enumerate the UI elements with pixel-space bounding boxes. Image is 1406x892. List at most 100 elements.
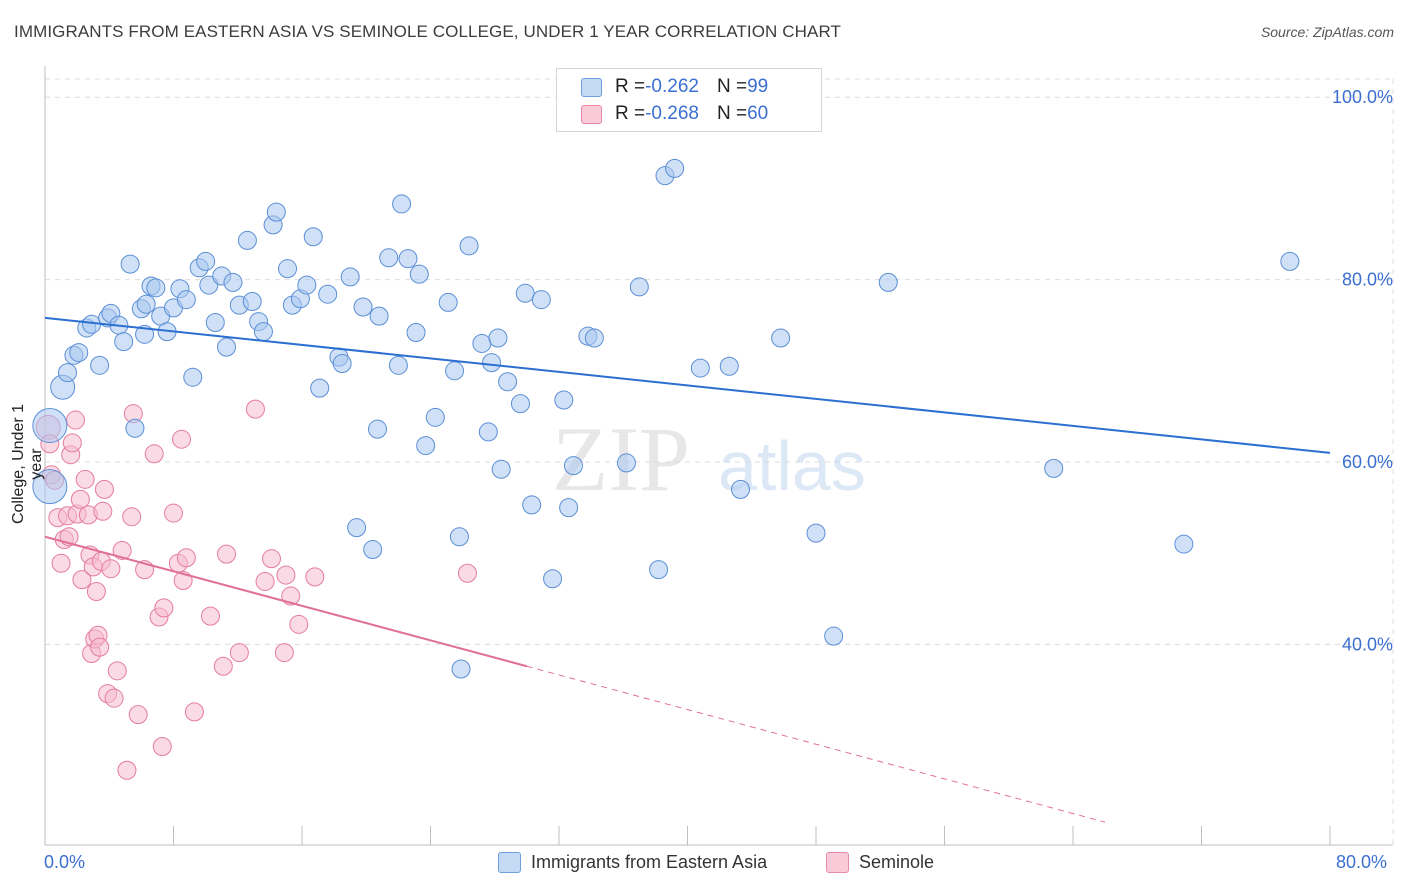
seminole-point — [62, 433, 82, 453]
eastern-asia-points — [32, 158, 1300, 679]
eastern-asia-point — [297, 275, 317, 295]
eastern-asia-point — [353, 297, 373, 317]
eastern-asia-point — [878, 272, 898, 292]
eastern-asia-point — [196, 251, 216, 271]
eastern-asia-point — [510, 394, 530, 414]
y-axis-label: College, Under 1 year — [10, 403, 45, 525]
seminole-point — [86, 581, 106, 601]
legend-swatch-pink — [581, 104, 602, 124]
eastern-asia-point — [690, 358, 710, 378]
seminole-point — [261, 549, 281, 569]
legend-r-value: -0.262 — [645, 76, 699, 97]
eastern-asia-point — [451, 659, 471, 679]
seminole-point — [172, 429, 192, 449]
legend-swatch-blue — [581, 77, 602, 97]
eastern-asia-point — [398, 249, 418, 269]
eastern-asia-point — [90, 355, 110, 375]
eastern-asia-point — [449, 527, 469, 547]
legend-n-label: N = — [716, 103, 748, 124]
eastern-asia-point — [731, 479, 751, 499]
eastern-asia-point — [459, 236, 479, 256]
eastern-asia-point — [392, 194, 412, 214]
eastern-asia-point — [125, 418, 145, 438]
eastern-asia-point — [472, 333, 492, 353]
eastern-asia-point — [498, 372, 518, 392]
seminole-point — [184, 702, 204, 722]
legend-r-label: R = — [615, 76, 646, 97]
seminole-point — [51, 553, 71, 573]
eastern-asia-point — [543, 569, 563, 589]
eastern-asia-point — [629, 277, 649, 297]
seminole-point — [457, 563, 477, 583]
eastern-asia-point — [649, 560, 669, 580]
legend-r-label: R = — [615, 103, 646, 124]
seminole-point — [281, 586, 301, 606]
seminole-point — [93, 501, 113, 521]
eastern-asia-point — [367, 419, 387, 439]
eastern-asia-point — [425, 407, 445, 427]
eastern-asia-point — [253, 322, 273, 342]
seminole-point — [229, 643, 249, 663]
seminole-point — [255, 571, 275, 591]
legend-row-seminole: R = -0.268 N = 60 — [581, 102, 768, 126]
seminole-points — [35, 399, 477, 780]
eastern-asia-point — [388, 355, 408, 375]
eastern-asia-point — [491, 459, 511, 479]
eastern-asia-point — [584, 328, 604, 348]
eastern-asia-point — [369, 306, 389, 326]
eastern-asia-point — [416, 436, 436, 456]
legend-n-value: 99 — [747, 76, 769, 97]
eastern-asia-trend-line — [44, 316, 1331, 454]
eastern-asia-point — [1280, 251, 1300, 271]
eastern-asia-point — [363, 540, 383, 560]
seminole-point — [107, 661, 127, 681]
seminole-trend-extension — [526, 665, 1106, 823]
eastern-asia-point — [379, 248, 399, 268]
legend-n-label: N = — [716, 76, 748, 97]
eastern-asia-point — [32, 408, 68, 444]
seminole-point — [274, 643, 294, 663]
bottom-legend-eastern-asia: Immigrants from Eastern Asia — [498, 852, 767, 873]
bottom-legend-label-blue: Immigrants from Eastern Asia — [531, 852, 768, 872]
seminole-trend-line — [44, 535, 528, 668]
seminole-point — [217, 544, 237, 564]
eastern-asia-point — [409, 264, 429, 284]
eastern-asia-point — [488, 328, 508, 348]
seminole-point — [104, 688, 124, 708]
seminole-point — [164, 503, 183, 523]
eastern-asia-point — [406, 323, 426, 343]
eastern-asia-point — [136, 294, 156, 314]
eastern-asia-point — [347, 518, 367, 538]
seminole-point — [66, 410, 86, 430]
eastern-asia-point — [242, 292, 262, 312]
eastern-asia-point — [478, 422, 498, 442]
eastern-asia-point — [616, 453, 636, 473]
eastern-asia-point — [199, 275, 219, 295]
eastern-asia-point — [438, 292, 458, 312]
eastern-asia-point — [303, 227, 323, 247]
eastern-asia-point — [114, 332, 134, 352]
seminole-point — [245, 399, 265, 419]
eastern-asia-point — [522, 495, 542, 515]
watermark: ZIP atlas — [552, 408, 866, 510]
eastern-asia-point — [559, 498, 579, 518]
seminole-point — [128, 705, 148, 725]
y-tick-label: 60.0% — [1342, 452, 1393, 472]
seminole-point — [152, 737, 172, 757]
x-tick-label-max: 80.0% — [1336, 852, 1388, 872]
seminole-point — [176, 548, 196, 568]
eastern-asia-point — [824, 626, 844, 646]
seminole-point — [112, 540, 132, 560]
eastern-asia-point — [719, 356, 739, 376]
eastern-asia-point — [771, 328, 791, 348]
x-tick-label-min: 0.0% — [44, 852, 86, 872]
legend-r-value: -0.268 — [645, 103, 699, 124]
axes — [44, 66, 1393, 846]
eastern-asia-point — [146, 278, 166, 298]
eastern-asia-point — [120, 254, 140, 274]
chart-title: IMMIGRANTS FROM EASTERN ASIA VS SEMINOLE… — [14, 22, 841, 41]
eastern-asia-point — [310, 378, 330, 398]
eastern-asia-point — [1174, 534, 1194, 554]
eastern-asia-point — [554, 390, 574, 410]
